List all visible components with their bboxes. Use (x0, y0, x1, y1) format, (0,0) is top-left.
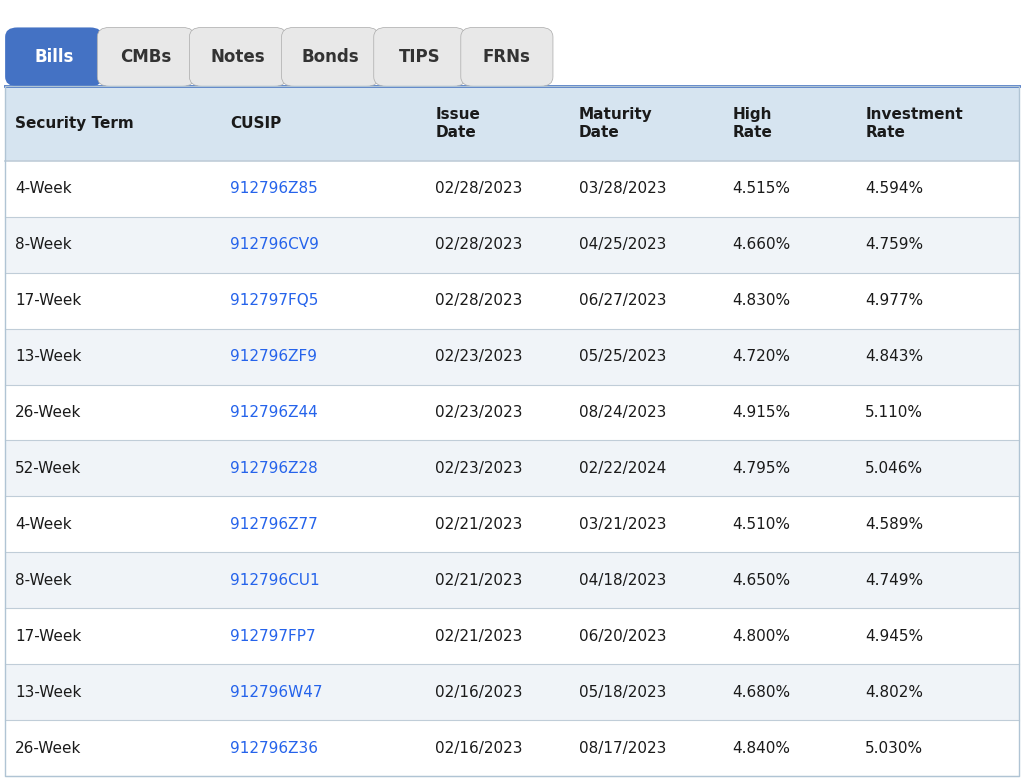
Bar (5, 216, 1019, 273)
Text: 912796W47: 912796W47 (230, 684, 323, 700)
Text: 02/21/2023: 02/21/2023 (435, 517, 522, 532)
Text: 13-Week: 13-Week (15, 349, 82, 364)
Text: 02/16/2023: 02/16/2023 (435, 684, 522, 700)
Text: 4.589%: 4.589% (865, 517, 924, 532)
Text: 02/21/2023: 02/21/2023 (435, 573, 522, 588)
Text: 13-Week: 13-Week (15, 684, 82, 700)
FancyBboxPatch shape (282, 27, 379, 86)
Text: 4.830%: 4.830% (732, 293, 791, 308)
Text: 4.510%: 4.510% (732, 517, 791, 532)
Bar (5, 273, 1019, 328)
Text: 912797FQ5: 912797FQ5 (230, 293, 318, 308)
Text: 02/21/2023: 02/21/2023 (435, 629, 522, 644)
Text: 912796Z36: 912796Z36 (230, 741, 318, 756)
Text: 4.759%: 4.759% (865, 237, 924, 252)
Text: 06/27/2023: 06/27/2023 (579, 293, 666, 308)
Text: Bills: Bills (34, 48, 74, 66)
Text: 4.800%: 4.800% (732, 629, 791, 644)
Text: 17-Week: 17-Week (15, 293, 82, 308)
Text: 04/18/2023: 04/18/2023 (579, 573, 666, 588)
Text: 8-Week: 8-Week (15, 573, 72, 588)
Text: 4.802%: 4.802% (865, 684, 924, 700)
Bar (5, 328, 1019, 384)
Bar (5, 86, 1019, 161)
Text: 5.030%: 5.030% (865, 741, 924, 756)
Text: 26-Week: 26-Week (15, 741, 82, 756)
Text: 4.843%: 4.843% (865, 349, 924, 364)
Text: 02/22/2024: 02/22/2024 (579, 461, 666, 476)
Text: CUSIP: CUSIP (230, 116, 282, 131)
Text: 52-Week: 52-Week (15, 461, 82, 476)
Text: 8-Week: 8-Week (15, 237, 72, 252)
Text: TIPS: TIPS (399, 48, 440, 66)
Text: 03/28/2023: 03/28/2023 (579, 181, 666, 196)
Text: 912796Z44: 912796Z44 (230, 405, 318, 420)
Bar (5, 161, 1019, 216)
FancyBboxPatch shape (5, 27, 102, 86)
Bar (5, 441, 1019, 496)
Text: 5.046%: 5.046% (865, 461, 924, 476)
Text: 4.977%: 4.977% (865, 293, 924, 308)
Text: 4.915%: 4.915% (732, 405, 791, 420)
Text: 02/23/2023: 02/23/2023 (435, 349, 522, 364)
Text: 17-Week: 17-Week (15, 629, 82, 644)
Text: Issue
Date: Issue Date (435, 107, 480, 140)
Text: 02/28/2023: 02/28/2023 (435, 181, 522, 196)
Text: 02/28/2023: 02/28/2023 (435, 293, 522, 308)
FancyBboxPatch shape (97, 27, 195, 86)
Text: 912796Z85: 912796Z85 (230, 181, 318, 196)
Text: 4.749%: 4.749% (865, 573, 924, 588)
Bar (5, 553, 1019, 608)
Text: 912796CU1: 912796CU1 (230, 573, 321, 588)
Text: 912797FP7: 912797FP7 (230, 629, 316, 644)
Text: Security Term: Security Term (15, 116, 134, 131)
Text: 912796CV9: 912796CV9 (230, 237, 319, 252)
Text: 02/28/2023: 02/28/2023 (435, 237, 522, 252)
Text: 4.795%: 4.795% (732, 461, 791, 476)
Text: 4-Week: 4-Week (15, 517, 72, 532)
FancyBboxPatch shape (461, 27, 553, 86)
Text: 4.720%: 4.720% (732, 349, 791, 364)
Text: 912796Z28: 912796Z28 (230, 461, 318, 476)
Text: 02/16/2023: 02/16/2023 (435, 741, 522, 756)
Text: 4-Week: 4-Week (15, 181, 72, 196)
FancyBboxPatch shape (374, 27, 466, 86)
Text: 02/23/2023: 02/23/2023 (435, 461, 522, 476)
Text: 4.594%: 4.594% (865, 181, 924, 196)
Bar (5, 384, 1019, 441)
Text: High
Rate: High Rate (732, 107, 772, 140)
Text: 4.680%: 4.680% (732, 684, 791, 700)
Text: 04/25/2023: 04/25/2023 (579, 237, 666, 252)
Text: 08/24/2023: 08/24/2023 (579, 405, 666, 420)
Text: 4.840%: 4.840% (732, 741, 791, 756)
Text: 912796Z77: 912796Z77 (230, 517, 318, 532)
Text: 4.660%: 4.660% (732, 237, 791, 252)
Bar (5, 720, 1019, 776)
Text: 912796ZF9: 912796ZF9 (230, 349, 317, 364)
Text: 4.515%: 4.515% (732, 181, 791, 196)
Bar (5, 496, 1019, 553)
Text: 02/23/2023: 02/23/2023 (435, 405, 522, 420)
Text: 05/18/2023: 05/18/2023 (579, 684, 666, 700)
Text: Maturity
Date: Maturity Date (579, 107, 652, 140)
Text: Notes: Notes (211, 48, 265, 66)
Text: 5.110%: 5.110% (865, 405, 924, 420)
Bar (5, 608, 1019, 664)
Text: FRNs: FRNs (483, 48, 530, 66)
Text: 4.650%: 4.650% (732, 573, 791, 588)
Text: CMBs: CMBs (120, 48, 172, 66)
Text: 4.945%: 4.945% (865, 629, 924, 644)
Text: 26-Week: 26-Week (15, 405, 82, 420)
Text: 03/21/2023: 03/21/2023 (579, 517, 666, 532)
FancyBboxPatch shape (189, 27, 287, 86)
Text: Investment
Rate: Investment Rate (865, 107, 963, 140)
Text: 06/20/2023: 06/20/2023 (579, 629, 666, 644)
Text: 08/17/2023: 08/17/2023 (579, 741, 666, 756)
Text: Bonds: Bonds (301, 48, 359, 66)
Bar (5, 664, 1019, 720)
Text: 05/25/2023: 05/25/2023 (579, 349, 666, 364)
